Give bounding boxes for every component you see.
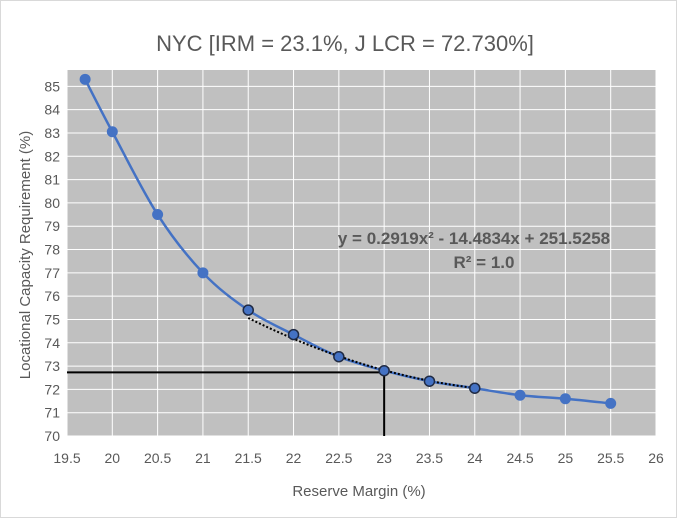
data-point xyxy=(605,397,617,409)
x-tick-label: 25.5 xyxy=(597,450,624,466)
y-tick-label: 72 xyxy=(44,381,60,397)
x-tick-label: 19.5 xyxy=(53,450,80,466)
plot-area xyxy=(67,70,656,436)
x-tick-label: 20 xyxy=(105,450,121,466)
y-tick-label: 83 xyxy=(44,125,60,141)
data-point xyxy=(197,267,209,279)
trendline-path xyxy=(247,317,475,390)
reference-lines xyxy=(67,371,386,436)
y-tick-label: 75 xyxy=(44,311,60,327)
trendline-equation: y = 0.2919x² - 14.4834x + 251.5258 xyxy=(338,229,610,248)
y-tick-label: 82 xyxy=(44,148,60,164)
y-tick-label: 79 xyxy=(44,218,60,234)
chart-title: NYC [IRM = 23.1%, J LCR = 72.730%] xyxy=(156,31,534,56)
x-tick-label: 21.5 xyxy=(235,450,262,466)
data-point xyxy=(514,389,526,401)
x-axis-ticks: 19.5 20 20.5 21 21.5 22 22.5 23 23.5 24 24.5 25 25.5… xyxy=(53,450,664,466)
trendline xyxy=(247,317,475,390)
y-tick-label: 78 xyxy=(44,242,60,258)
x-tick-label: 24 xyxy=(467,450,483,466)
data-point xyxy=(287,328,300,341)
x-tick-label: 21 xyxy=(195,450,211,466)
y-tick-label: 77 xyxy=(44,265,60,281)
r-squared-label: R² = 1.0 xyxy=(454,253,515,272)
y-tick-label: 70 xyxy=(44,428,60,444)
data-point xyxy=(106,126,118,138)
x-tick-label: 23.5 xyxy=(416,450,443,466)
data-markers xyxy=(79,73,617,409)
gridlines xyxy=(66,70,657,437)
data-point xyxy=(79,73,91,85)
data-point xyxy=(469,382,481,394)
y-tick-label: 85 xyxy=(44,78,60,94)
x-tick-label: 24.5 xyxy=(506,450,533,466)
x-tick-label: 22.5 xyxy=(325,450,352,466)
x-tick-label: 26 xyxy=(648,450,664,466)
x-tick-label: 25 xyxy=(558,450,574,466)
y-tick-label: 73 xyxy=(44,358,60,374)
x-axis-title: Reserve Margin (%) xyxy=(292,483,425,500)
y-tick-label: 76 xyxy=(44,288,60,304)
x-tick-label: 22 xyxy=(286,450,302,466)
data-point xyxy=(378,364,390,377)
x-tick-label: 20.5 xyxy=(144,450,171,466)
y-tick-label: 81 xyxy=(44,172,60,188)
data-point xyxy=(423,375,436,387)
y-axis-title: Locational Capacity Requirement (%) xyxy=(17,131,34,379)
data-point xyxy=(242,304,254,316)
data-point xyxy=(559,393,571,405)
y-tick-label: 80 xyxy=(44,195,60,211)
data-point xyxy=(333,350,345,363)
y-tick-label: 84 xyxy=(44,102,60,118)
y-tick-label: 74 xyxy=(44,335,60,351)
y-axis-ticks: 70 71 72 73 74 75 76 77 78 79 80 81 82 83 84 85 xyxy=(44,78,60,444)
y-tick-label: 71 xyxy=(44,405,60,421)
x-tick-label: 23 xyxy=(376,450,392,466)
data-point xyxy=(152,209,164,221)
